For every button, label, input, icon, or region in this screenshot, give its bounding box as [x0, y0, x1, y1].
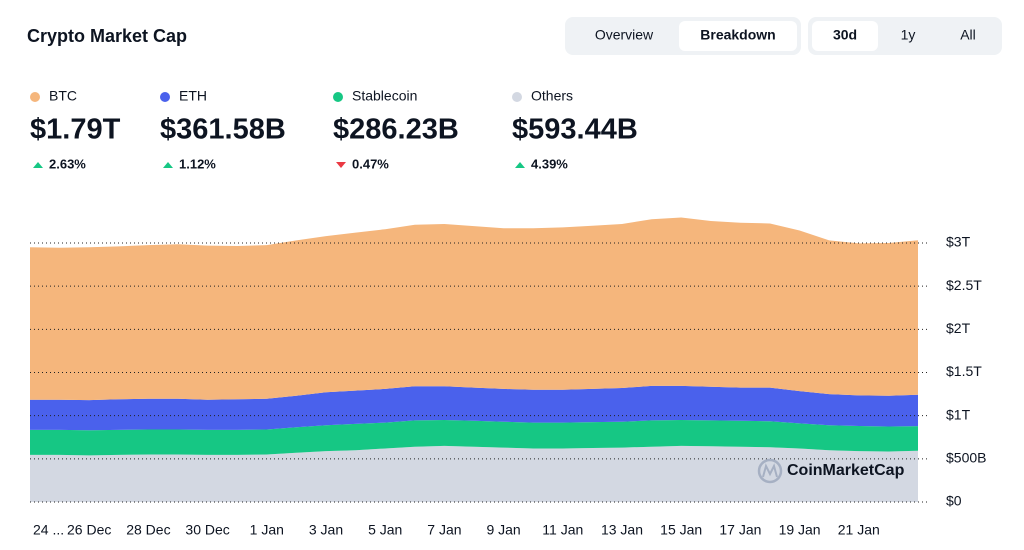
tabs-selected [679, 21, 797, 51]
area [30, 445, 918, 502]
ranges-selected [812, 21, 878, 51]
y-tick-label: $2T [946, 320, 971, 336]
y-tick-label: $2.5T [946, 277, 982, 293]
ranges-button[interactable]: All [960, 27, 976, 43]
tabs-button[interactable]: Breakdown [700, 27, 775, 43]
y-tick-label: $1T [946, 406, 971, 422]
x-tick-label: 9 Jan [486, 522, 520, 538]
summary-change: 4.39% [531, 156, 568, 171]
area [30, 420, 918, 456]
x-tick-label: 21 Jan [838, 522, 880, 538]
x-tick-label: 3 Jan [309, 522, 343, 538]
trend-arrow [336, 162, 346, 168]
watermark: CoinMarketCap [787, 462, 905, 479]
chart-title: Crypto Market Cap [27, 26, 187, 46]
x-tick-label: 5 Jan [368, 522, 402, 538]
x-tick-label: 30 Dec [185, 522, 229, 538]
x-tick-label: 19 Jan [779, 522, 821, 538]
summary-change: 2.63% [49, 156, 86, 171]
trend-arrow [515, 162, 525, 168]
x-tick-label: 17 Jan [719, 522, 761, 538]
y-tick-label: $500B [946, 450, 986, 466]
summary-value: $593.44B [512, 114, 638, 146]
summary-change: 0.47% [352, 156, 389, 171]
legend-dot [160, 92, 170, 102]
y-tick-label: $0 [946, 493, 962, 509]
x-tick-label: 28 Dec [126, 522, 170, 538]
area [30, 217, 918, 401]
ranges-button[interactable]: 30d [833, 27, 857, 43]
legend-dot [30, 92, 40, 102]
legend-label: ETH [179, 88, 207, 104]
trend-arrow [163, 162, 173, 168]
x-tick-label: 15 Jan [660, 522, 702, 538]
legend-label: BTC [49, 88, 77, 104]
summary-change: 1.12% [179, 156, 216, 171]
watermark-logo [757, 458, 783, 484]
area [30, 385, 918, 431]
x-tick-label: 11 Jan [542, 522, 583, 538]
ranges-button[interactable]: 1y [901, 27, 916, 43]
x-tick-label: 13 Jan [601, 522, 643, 538]
trend-arrow [33, 162, 43, 168]
summary-value: $1.79T [30, 114, 121, 146]
watermark-logo [762, 463, 778, 478]
x-tick-label: 1 Jan [250, 522, 284, 538]
legend-label: Others [531, 88, 573, 104]
y-tick-label: $1.5T [946, 363, 982, 379]
x-tick-label: 7 Jan [427, 522, 461, 538]
legend-dot [333, 92, 343, 102]
y-tick-label: $3T [946, 234, 971, 250]
legend-label: Stablecoin [352, 88, 417, 104]
legend-dot [512, 92, 522, 102]
summary-value: $286.23B [333, 114, 459, 146]
summary-value: $361.58B [160, 114, 286, 146]
tabs-button[interactable]: Overview [595, 27, 654, 43]
x-tick-label: 26 Dec [67, 522, 111, 538]
x-tick-label: 24 ... [33, 522, 64, 538]
